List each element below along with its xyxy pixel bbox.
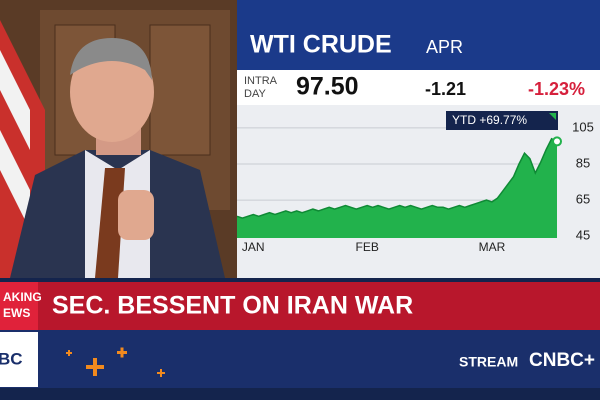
chart-title: WTI CRUDE [250, 31, 392, 59]
quote-bg [237, 70, 600, 105]
stream: STREAM [459, 354, 518, 370]
quote-label: INTRA [244, 75, 278, 87]
x-tick-label: FEB [355, 240, 378, 254]
tag: EWS [3, 306, 30, 320]
axis-bg [237, 238, 600, 278]
y-tick-label: 65 [576, 192, 590, 207]
y-tick-label: 45 [576, 228, 590, 243]
line [236, 137, 558, 219]
decor [66, 347, 165, 377]
brand: CNBC+ [529, 350, 595, 371]
last-point [552, 136, 562, 147]
quote-label: DAY [244, 88, 266, 100]
quote-change: -1.21 [425, 79, 466, 99]
quote-change-pct: -1.23% [528, 79, 585, 99]
tag: AKING [3, 290, 42, 304]
annotation-arrow [549, 113, 556, 120]
headline: SEC. BESSENT ON IRAN WAR [52, 292, 413, 320]
chart-header-bg [237, 0, 600, 70]
annotation-bg [446, 111, 558, 130]
lower-bar [0, 330, 600, 388]
plot: 45 65 85 105 JAN FEB MAR [236, 119, 594, 254]
chart-subtitle: APR [426, 37, 463, 57]
x-tick-label: JAN [242, 240, 265, 254]
logo: BC [0, 349, 23, 368]
logo-bg [0, 332, 38, 387]
annotation: YTD +69.77% [452, 113, 527, 127]
quote-price: 97.50 [296, 73, 359, 101]
y-tick-label: 105 [572, 119, 594, 134]
headline-bg [0, 282, 600, 330]
x-tick-label: MAR [479, 240, 506, 254]
area [237, 138, 557, 238]
tag-bg [0, 282, 38, 330]
y-tick-label: 85 [576, 155, 590, 170]
video [0, 0, 237, 278]
